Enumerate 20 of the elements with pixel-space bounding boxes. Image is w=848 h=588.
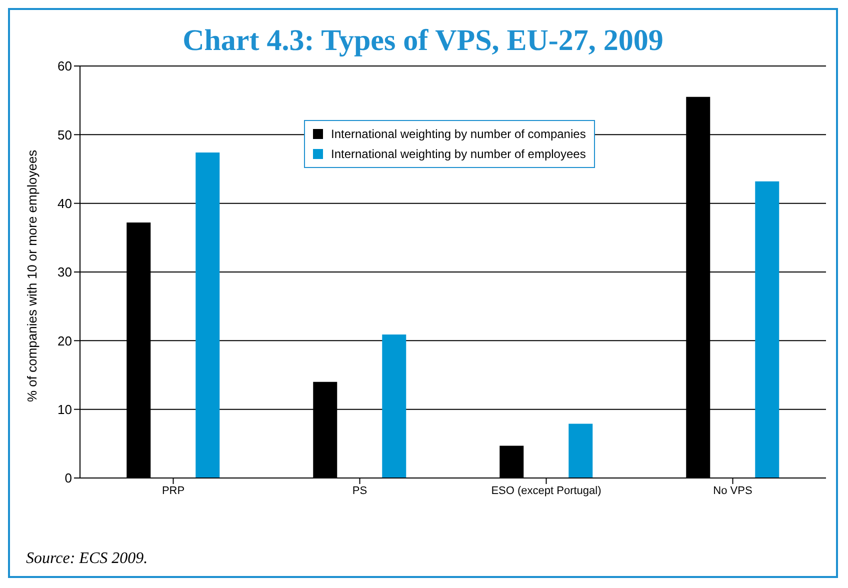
y-tick-label: 10 (58, 402, 72, 417)
y-tick-label: 20 (58, 333, 72, 348)
x-tick-label: PRP (162, 484, 185, 497)
chart-title: Chart 4.3: Types of VPS, EU-27, 2009 (182, 24, 664, 58)
bar (755, 181, 780, 478)
legend-label: International weighting by number of companies (331, 126, 586, 143)
bar (196, 152, 220, 478)
y-tick-label: 60 (58, 58, 72, 74)
legend-label: International weighting by number of employees (331, 146, 586, 163)
y-tick-label: 30 (58, 264, 72, 280)
x-tick-label: PS (352, 484, 368, 497)
source-note: Source: ECS 2009. (26, 550, 148, 568)
bar (568, 424, 593, 478)
y-tick-label: 0 (64, 470, 72, 486)
y-tick-label: 50 (58, 127, 72, 142)
bar (382, 334, 406, 478)
y-tick-label: 40 (58, 196, 72, 211)
y-axis-title: % of companies with 10 or more employees (24, 149, 40, 402)
x-tick-label: ESO (except Portugal) (491, 484, 602, 497)
x-tick-label: No VPS (713, 484, 752, 497)
